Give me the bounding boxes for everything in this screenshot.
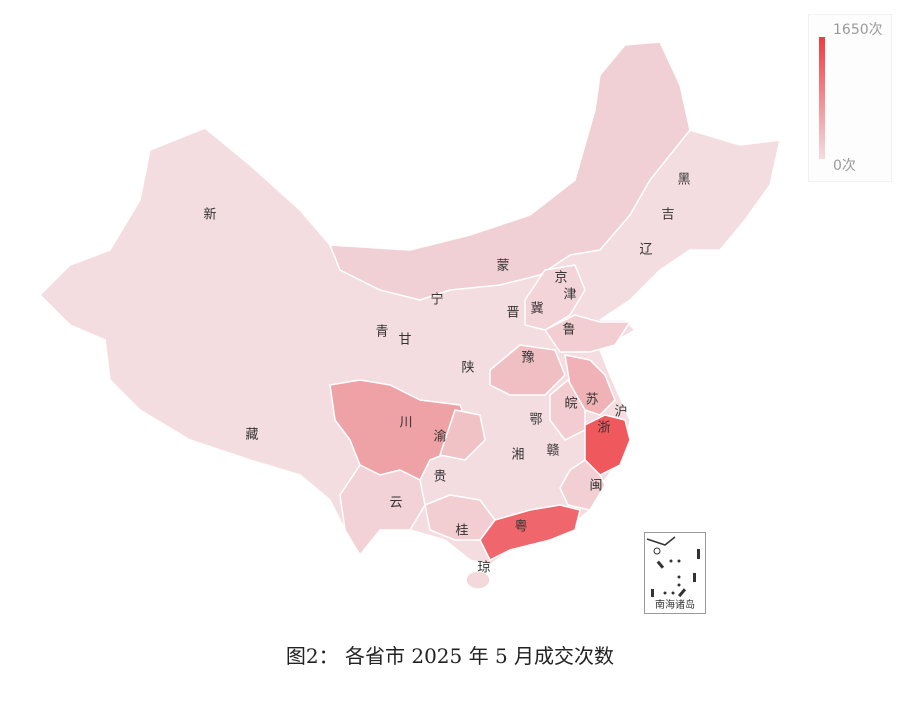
legend-max-label: 1650次 xyxy=(833,22,883,38)
province-shandong[interactable] xyxy=(544,314,631,353)
province-label: 琼 xyxy=(477,561,490,576)
province-label: 贵 xyxy=(433,470,446,485)
province-label: 冀 xyxy=(530,301,543,317)
province-hebei[interactable] xyxy=(524,264,586,331)
province-label: 苏 xyxy=(585,392,598,408)
islands-icon xyxy=(646,536,700,598)
province-mongolia[interactable] xyxy=(329,41,691,301)
province-label: 沪 xyxy=(614,404,627,420)
province-label: 豫 xyxy=(521,351,534,366)
province-label: 陕 xyxy=(461,361,474,376)
province-label: 桂 xyxy=(455,524,468,539)
inset-label: 南海诸岛 xyxy=(655,600,695,611)
province-label: 津 xyxy=(563,288,576,303)
province-label: 蒙 xyxy=(496,259,509,274)
province-guangdong[interactable] xyxy=(479,504,581,561)
province-label: 辽 xyxy=(639,243,652,258)
color-legend: 1650次 0次 xyxy=(808,14,892,182)
province-label: 鲁 xyxy=(562,323,575,338)
province-yunnan[interactable] xyxy=(339,464,426,556)
province-label: 鄂 xyxy=(529,413,542,428)
province-sichuan[interactable] xyxy=(329,379,471,481)
province-chongqing[interactable] xyxy=(439,409,486,461)
province-label: 云 xyxy=(389,496,402,511)
province-label: 京 xyxy=(554,271,567,286)
figure-caption: 图2： 各省市 2025 年 5 月成交次数 xyxy=(285,644,615,668)
province-label: 甘 xyxy=(398,333,411,348)
province-label: 青 xyxy=(375,325,388,340)
legend-gradient-bar[interactable] xyxy=(819,37,825,159)
province-label: 浙 xyxy=(597,421,610,436)
province-label: 川 xyxy=(399,416,412,431)
province-label: 闽 xyxy=(589,479,602,494)
province-label: 藏 xyxy=(245,428,258,443)
south-china-sea-inset: 南海诸岛 xyxy=(644,532,706,614)
province-henan[interactable] xyxy=(489,344,566,396)
province-label: 湘 xyxy=(511,448,524,463)
province-label: 渝 xyxy=(433,429,446,445)
province-label: 新 xyxy=(203,207,216,223)
province-label: 吉 xyxy=(661,208,674,223)
province-label: 赣 xyxy=(546,444,559,459)
province-label: 粤 xyxy=(514,519,527,535)
legend-min-label: 0次 xyxy=(833,158,856,174)
province-label: 皖 xyxy=(564,397,577,412)
province-fujian[interactable] xyxy=(559,459,606,511)
province-label: 黑 xyxy=(677,173,690,188)
province-hainan[interactable] xyxy=(465,570,491,590)
province-label: 晋 xyxy=(506,306,519,321)
province-label: 宁 xyxy=(430,292,443,308)
